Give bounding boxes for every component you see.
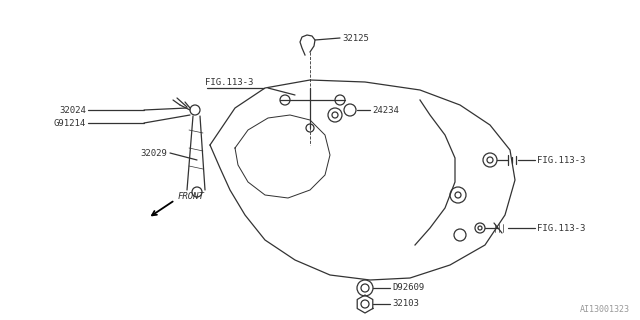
Text: FIG.113-3: FIG.113-3 bbox=[537, 223, 586, 233]
Text: 32024: 32024 bbox=[59, 106, 86, 115]
Text: AI13001323: AI13001323 bbox=[580, 305, 630, 314]
Text: FIG.113-3: FIG.113-3 bbox=[205, 77, 253, 86]
Text: 32029: 32029 bbox=[140, 148, 167, 157]
Text: FRONT: FRONT bbox=[178, 191, 205, 201]
Text: FIG.113-3: FIG.113-3 bbox=[537, 156, 586, 164]
Text: 32103: 32103 bbox=[392, 300, 419, 308]
Text: 32125: 32125 bbox=[342, 34, 369, 43]
Text: G91214: G91214 bbox=[54, 118, 86, 127]
Text: D92609: D92609 bbox=[392, 284, 424, 292]
Text: 24234: 24234 bbox=[372, 106, 399, 115]
